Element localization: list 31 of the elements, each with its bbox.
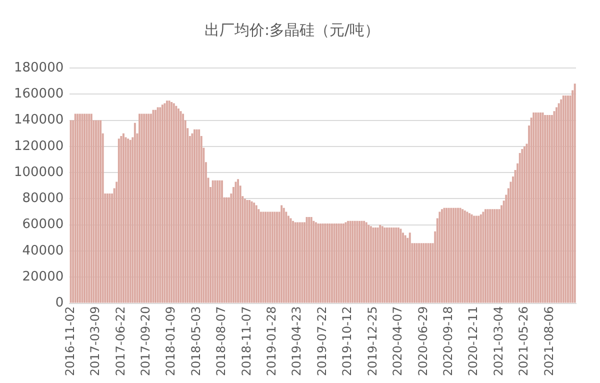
x-tick-label: 2021-05-26	[516, 306, 531, 376]
x-tick-label: 2020-09-18	[440, 306, 455, 376]
chart-title: 出厂均价:多晶硅（元/吨）	[204, 20, 380, 39]
y-tick-label: 60000	[22, 217, 64, 232]
x-tick-label: 2018-11-07	[239, 306, 254, 376]
y-tick-label: 160000	[14, 86, 64, 102]
x-tick-label: 2018-01-09	[164, 306, 178, 376]
x-tick-label: 2020-04-07	[390, 306, 405, 376]
x-tick-label: 2019-01-28	[264, 306, 279, 376]
x-tick-label: 2020-06-29	[416, 306, 430, 376]
x-tick-label: 2017-03-09	[88, 306, 102, 376]
x-tick-label: 2020-12-11	[466, 306, 480, 376]
y-tick-label: 180000	[14, 60, 64, 76]
y-tick-label: 120000	[14, 138, 64, 154]
x-tick-label: 2019-10-12	[340, 306, 354, 376]
y-tick-label: 0	[55, 296, 64, 311]
x-tick-label: 2018-05-03	[188, 306, 203, 376]
x-tick-label: 2016-11-02	[62, 306, 77, 376]
x-tick-label: 2017-09-20	[138, 306, 153, 376]
x-tick-label: 2017-06-22	[113, 306, 128, 376]
x-tick-label: 2019-07-22	[314, 306, 329, 376]
x-tick-label: 2019-12-25	[365, 306, 380, 376]
x-tick-label: 2021-03-04	[491, 306, 506, 376]
x-tick-label: 2018-08-07	[214, 306, 228, 376]
y-tick-label: 80000	[22, 191, 64, 206]
y-tick-label: 100000	[14, 164, 64, 180]
x-tick-label: 2021-08-06	[542, 306, 556, 376]
x-tick-label: 2019-04-23	[290, 306, 304, 376]
y-tick-label: 140000	[14, 112, 64, 128]
y-tick-label: 20000	[22, 269, 64, 284]
y-tick-label: 40000	[22, 243, 64, 258]
